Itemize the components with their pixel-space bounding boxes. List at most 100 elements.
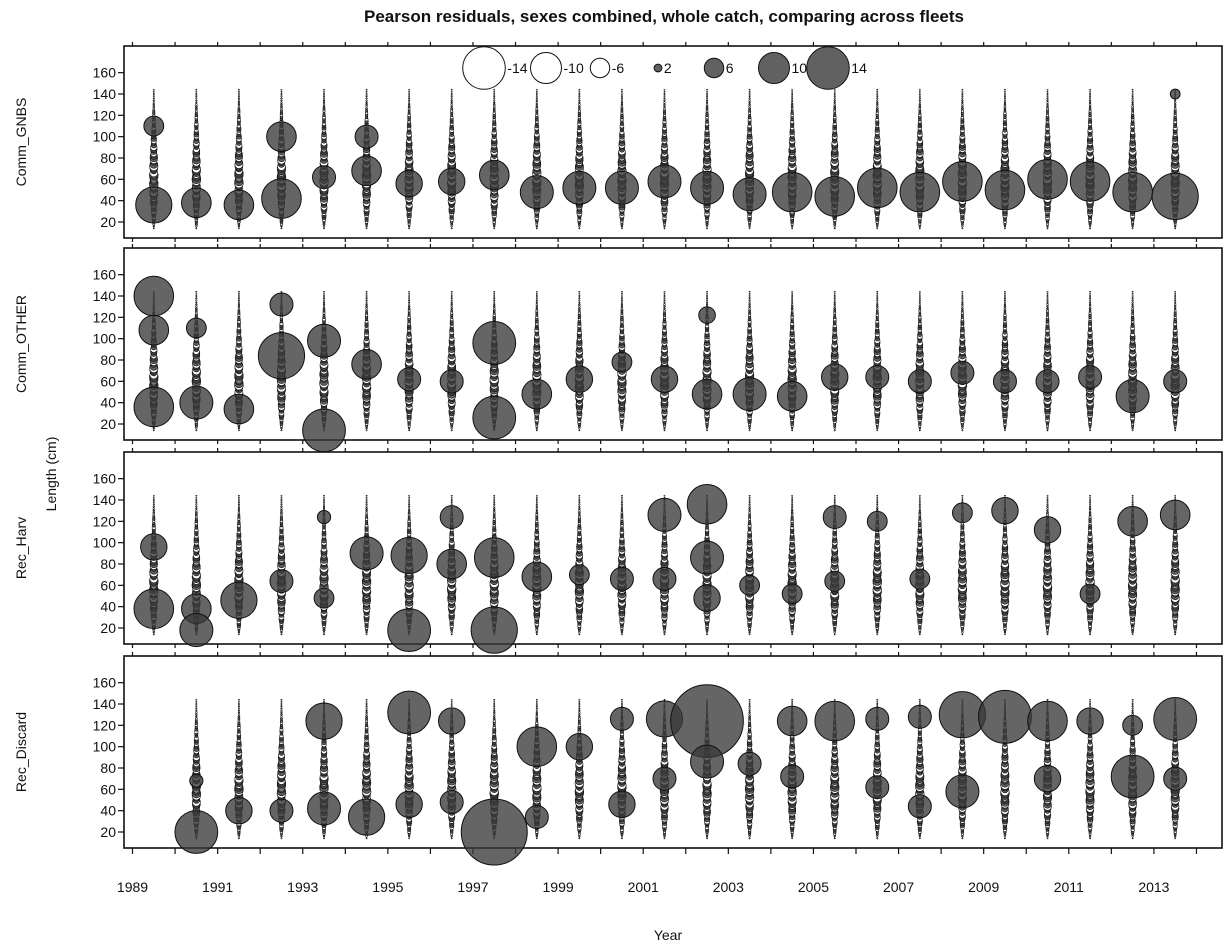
residual-bubble — [748, 307, 751, 311]
residual-bubble — [407, 109, 411, 113]
residual-bubble — [237, 103, 241, 106]
residual-bubble — [365, 499, 368, 501]
residual-bubble — [876, 631, 879, 634]
residual-bubble — [280, 496, 283, 499]
residual-bubble — [237, 507, 241, 510]
residual-bubble — [833, 633, 836, 636]
residual-bubble — [1173, 309, 1177, 313]
residual-bubble — [493, 499, 496, 501]
residual-bubble — [748, 103, 751, 106]
residual-bubble — [535, 88, 538, 91]
residual-bubble — [323, 292, 325, 295]
residual-bubble-large — [302, 408, 346, 453]
residual-bubble — [748, 499, 751, 501]
residual-bubble — [876, 633, 879, 636]
residual-bubble — [237, 513, 241, 517]
residual-bubble — [790, 515, 794, 519]
residual-bubble — [1089, 301, 1092, 304]
residual-bubble — [1046, 299, 1049, 302]
residual-bubble — [322, 303, 326, 306]
residual-bubble — [492, 311, 496, 315]
residual-bubble — [237, 90, 240, 93]
residual-bubble — [408, 101, 411, 104]
residual-bubble — [578, 427, 581, 430]
residual-bubble — [237, 297, 240, 300]
y-tick-label: 140 — [93, 288, 117, 304]
residual-bubble — [322, 301, 326, 304]
residual-bubble — [748, 295, 751, 297]
residual-bubble — [790, 311, 794, 315]
residual-bubble — [1174, 105, 1177, 108]
residual-bubble — [620, 107, 624, 111]
residual-bubble — [833, 99, 836, 102]
residual-bubble — [322, 99, 326, 102]
residual-bubble — [620, 301, 624, 304]
residual-bubble — [1046, 309, 1049, 313]
residual-bubble — [621, 499, 623, 501]
residual-bubble — [918, 511, 922, 515]
residual-bubble — [791, 292, 794, 295]
residual-bubble — [237, 225, 241, 228]
residual-bubble — [195, 99, 198, 102]
residual-bubble — [791, 88, 794, 91]
residual-bubble — [492, 107, 496, 111]
residual-bubble — [705, 107, 709, 111]
residual-bubble — [791, 227, 794, 230]
residual-bubble — [706, 97, 709, 100]
residual-bubble — [1131, 299, 1134, 302]
residual-bubble — [876, 90, 879, 93]
residual-bubble-large — [565, 365, 594, 393]
residual-bubble — [748, 494, 751, 497]
residual-bubble — [535, 105, 539, 109]
residual-bubble — [918, 429, 921, 432]
residual-bubble — [876, 103, 879, 106]
y-tick-label: 160 — [93, 267, 117, 283]
residual-bubble — [961, 496, 964, 499]
residual-bubble — [450, 301, 453, 304]
residual-bubble — [961, 225, 964, 228]
residual-bubble-large — [312, 165, 337, 190]
residual-bubble — [876, 427, 879, 430]
residual-bubble — [748, 513, 751, 517]
residual-bubble — [918, 309, 922, 313]
residual-bubble — [833, 105, 837, 109]
residual-bubble — [620, 103, 624, 106]
y-tick-label: 40 — [100, 193, 116, 209]
residual-bubble — [791, 95, 794, 98]
residual-bubble — [408, 99, 411, 102]
residual-bubble — [322, 307, 326, 311]
residual-bubble-large — [143, 115, 165, 137]
residual-bubble — [663, 429, 666, 432]
residual-bubble — [833, 301, 836, 304]
residual-bubble — [748, 290, 751, 293]
residual-bubble — [918, 90, 921, 93]
residual-bubble — [961, 305, 964, 308]
residual-bubble — [492, 515, 496, 519]
residual-bubble-large — [647, 164, 682, 199]
residual-bubble — [322, 225, 326, 228]
residual-bubble — [280, 95, 283, 98]
residual-bubble — [195, 105, 198, 109]
residual-bubble — [280, 511, 283, 515]
residual-bubble — [748, 301, 751, 304]
residual-bubble — [323, 633, 325, 636]
residual-bubble — [748, 309, 751, 313]
residual-bubble — [578, 103, 581, 106]
residual-bubble — [493, 509, 496, 512]
residual-bubble — [1046, 103, 1049, 106]
residual-bubble — [790, 105, 794, 109]
residual-bubble — [918, 499, 921, 501]
residual-bubble — [1174, 297, 1177, 300]
residual-bubble — [833, 107, 837, 111]
residual-bubble — [493, 290, 496, 293]
residual-bubble — [876, 227, 879, 230]
residual-bubble — [833, 496, 836, 499]
residual-bubble — [407, 305, 411, 308]
residual-bubble — [790, 109, 794, 113]
residual-bubble — [918, 290, 921, 293]
residual-bubble — [152, 494, 155, 497]
residual-bubble — [961, 427, 964, 430]
residual-bubble — [1004, 494, 1006, 497]
residual-bubble — [620, 305, 624, 308]
